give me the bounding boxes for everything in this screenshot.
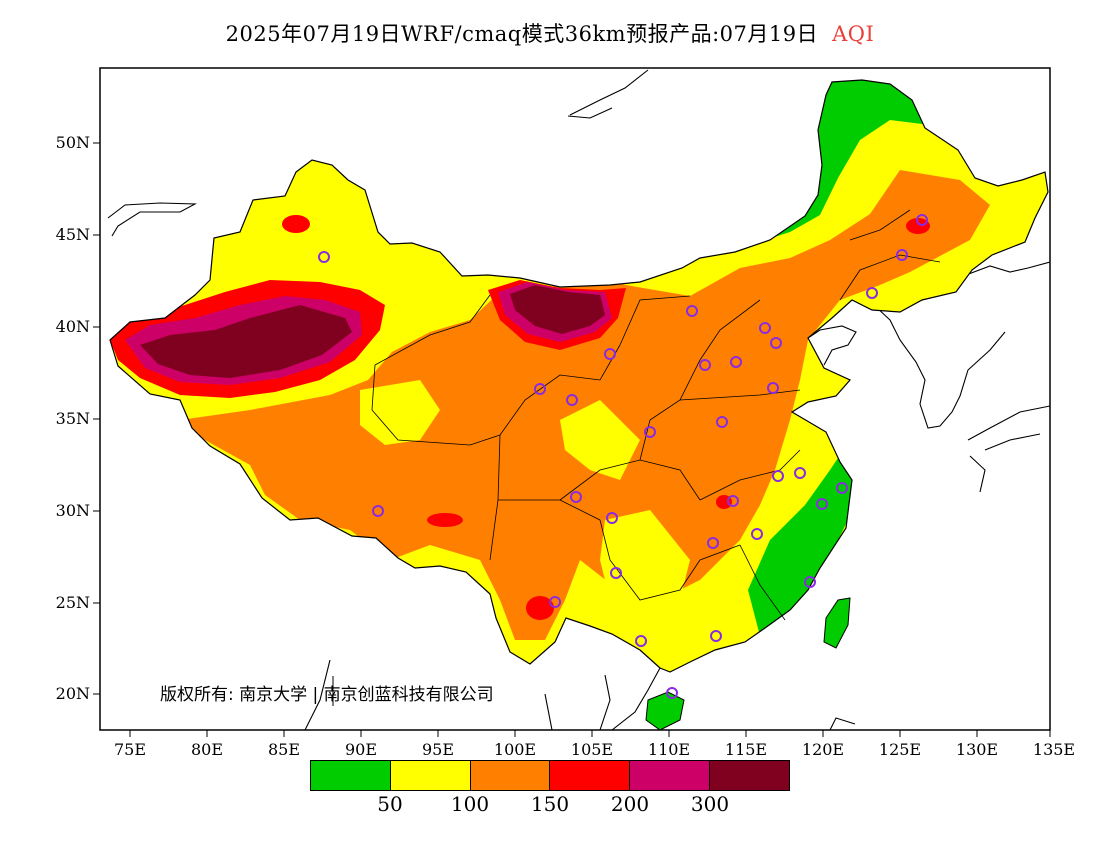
lat-label-50n: 50N <box>55 133 90 152</box>
aqi-green-southeast <box>748 440 860 636</box>
lon-label-130e: 130E <box>955 740 999 759</box>
aqi-maroon-alxa <box>510 285 605 334</box>
lat-label-40n: 40N <box>55 317 90 336</box>
aqi-yellow-patch-guizhou <box>600 510 690 620</box>
lon-label-135e: 135E <box>1032 740 1076 759</box>
legend-swatch-2 <box>390 761 471 790</box>
legend-swatch-6 <box>710 761 789 790</box>
aqi-orange-main <box>180 170 990 640</box>
lat-label-45n: 45N <box>55 225 90 244</box>
map-title: 2025年07月19日WRF/cmaq模式36km预报产品:07月19日 AQI <box>0 18 1100 48</box>
legend-tick-300: 300 <box>690 792 730 816</box>
title-product: AQI <box>832 22 875 46</box>
lat-label-25n: 25N <box>55 593 90 612</box>
legend-tick-50: 50 <box>377 792 403 816</box>
legend-tick-200: 200 <box>610 792 650 816</box>
lon-label-125e: 125E <box>878 740 922 759</box>
lon-label-120e: 120E <box>801 740 845 759</box>
lon-label-80e: 80E <box>190 740 224 759</box>
aqi-red-spot-5 <box>906 218 930 234</box>
lon-label-115e: 115E <box>724 740 768 759</box>
legend-swatch-5 <box>630 761 711 790</box>
axis-ticks <box>93 142 1051 737</box>
aqi-red-spot-3 <box>427 513 463 527</box>
aqi-maroon-xinjiang <box>140 305 352 378</box>
legend-tick-150: 150 <box>530 792 570 816</box>
legend-swatch-4 <box>550 761 631 790</box>
lon-label-90e: 90E <box>344 740 378 759</box>
title-main: 2025年07月19日WRF/cmaq模式36km预报产品:07月19日 <box>225 22 819 46</box>
lon-label-100e: 100E <box>493 740 537 759</box>
lon-label-110e: 110E <box>647 740 691 759</box>
lon-label-85e: 85E <box>267 740 301 759</box>
station-markers <box>318 214 928 699</box>
lat-label-20n: 20N <box>55 684 90 703</box>
aqi-red-spot-1 <box>282 215 310 233</box>
legend-swatch-1 <box>311 761 391 790</box>
lon-label-75e: 75E <box>113 740 147 759</box>
lon-label-105e: 105E <box>570 740 614 759</box>
lon-label-95e: 95E <box>421 740 455 759</box>
lat-label-35n: 35N <box>55 409 90 428</box>
legend-tick-100: 100 <box>450 792 490 816</box>
lat-label-30n: 30N <box>55 501 90 520</box>
aqi-yellow-patch-qinghai <box>360 380 440 445</box>
aqi-color-legend <box>310 760 790 791</box>
aqi-red-spot-2 <box>526 596 554 620</box>
taiwan-island <box>823 597 851 649</box>
legend-swatch-3 <box>470 761 551 790</box>
copyright-text: 版权所有: 南京大学 | 南京创蓝科技有限公司 <box>160 685 494 705</box>
aqi-yellow-patch-sichuan <box>560 400 640 480</box>
